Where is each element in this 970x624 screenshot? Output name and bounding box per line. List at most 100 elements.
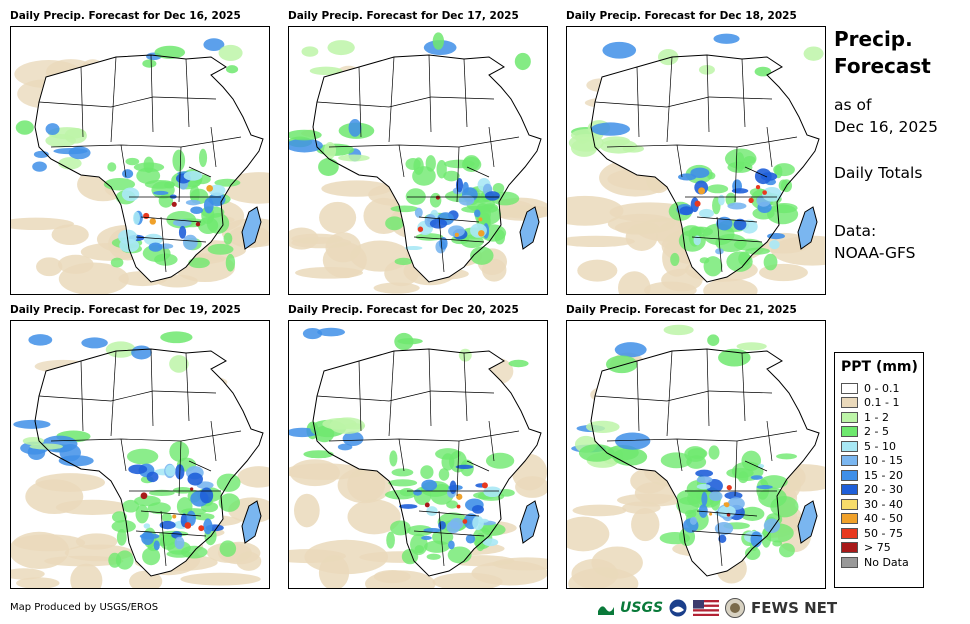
country-border bbox=[741, 352, 746, 422]
country-border bbox=[150, 54, 154, 133]
rain-patch bbox=[329, 417, 366, 434]
heavy-rain-patch bbox=[426, 506, 438, 516]
rain-patch bbox=[108, 552, 122, 568]
heavy-rain-patch bbox=[455, 464, 474, 469]
rain-patch bbox=[698, 64, 715, 75]
legend-item: 20 - 30 bbox=[841, 483, 923, 498]
precip-map bbox=[288, 320, 548, 589]
rain-patch bbox=[301, 46, 319, 57]
rain-patch bbox=[198, 148, 208, 168]
rain-patch bbox=[622, 144, 645, 153]
heavy-rain-patch bbox=[679, 206, 694, 216]
country-border bbox=[120, 438, 127, 472]
heavy-rain-patch bbox=[186, 510, 196, 527]
continent-outline bbox=[590, 348, 820, 577]
rain-patch bbox=[161, 512, 173, 522]
rain-patch bbox=[605, 355, 638, 374]
rain-patch bbox=[192, 513, 215, 521]
light-precip-patch bbox=[644, 281, 697, 294]
legend-item: 1 - 2 bbox=[841, 410, 923, 425]
logos: USGS FEWS NET bbox=[598, 598, 837, 618]
light-precip-patch bbox=[318, 554, 350, 588]
country-border bbox=[716, 510, 723, 567]
sidebar-info: Precip. Forecast as of Dec 16, 2025 Dail… bbox=[834, 26, 964, 264]
country-border bbox=[110, 390, 154, 402]
light-precip-patch bbox=[11, 568, 45, 580]
rain-patch bbox=[420, 465, 434, 479]
country-border bbox=[50, 430, 242, 442]
country-border bbox=[466, 166, 490, 178]
rain-patch bbox=[386, 531, 395, 549]
country-border bbox=[316, 395, 390, 402]
country-border bbox=[152, 96, 217, 100]
country-border bbox=[463, 352, 468, 422]
forecast-panel-5: Daily Precip. Forecast for Dec 20, 2025 bbox=[288, 304, 548, 589]
light-precip-patch bbox=[373, 282, 420, 294]
heavy-rain-patch bbox=[429, 218, 448, 229]
rain-patch bbox=[740, 506, 765, 521]
country-border bbox=[606, 136, 798, 148]
rain-patch bbox=[181, 508, 207, 515]
rain-patch bbox=[670, 252, 680, 266]
rain-patch bbox=[663, 324, 694, 336]
country-border bbox=[466, 460, 490, 472]
rain-patch bbox=[614, 342, 647, 358]
legend-label: 0 - 0.1 bbox=[864, 381, 900, 395]
light-precip-patch bbox=[572, 504, 627, 517]
rain-patch bbox=[32, 161, 47, 172]
madagascar-outline bbox=[241, 500, 262, 544]
light-precip-patch bbox=[13, 534, 86, 552]
extreme-rain-spot bbox=[462, 519, 468, 524]
country-border bbox=[160, 510, 167, 567]
rain-patch bbox=[458, 348, 472, 362]
data-source: NOAA-GFS bbox=[834, 244, 916, 262]
country-border bbox=[463, 58, 468, 128]
rain-patch bbox=[432, 32, 445, 50]
rain-patch bbox=[394, 257, 413, 266]
light-precip-patch bbox=[622, 501, 661, 514]
extreme-rain-spot bbox=[698, 187, 706, 195]
country-border bbox=[418, 216, 480, 223]
rain-patch bbox=[481, 212, 491, 227]
rain-patch bbox=[738, 251, 751, 266]
panel-title: Daily Precip. Forecast for Dec 17, 2025 bbox=[288, 10, 519, 22]
country-border bbox=[696, 510, 758, 517]
heavy-rain-patch bbox=[762, 186, 782, 202]
rain-patch bbox=[206, 212, 230, 234]
country-border bbox=[606, 430, 798, 442]
country-border bbox=[666, 390, 710, 402]
rain-patch bbox=[122, 499, 140, 513]
continent-outline bbox=[34, 348, 264, 577]
country-border bbox=[636, 66, 640, 138]
totals-label: Daily Totals bbox=[834, 164, 923, 182]
heavy-rain-patch bbox=[438, 521, 446, 530]
rain-patch bbox=[324, 142, 337, 159]
country-border bbox=[676, 438, 683, 472]
rain-patch bbox=[470, 246, 494, 265]
heavy-rain-patch bbox=[148, 242, 163, 252]
country-border bbox=[706, 348, 710, 427]
legend-label: 0.1 - 1 bbox=[864, 396, 900, 410]
rain-patch bbox=[754, 66, 772, 77]
rain-patch bbox=[180, 545, 208, 559]
country-border bbox=[413, 236, 485, 243]
legend-item: 40 - 50 bbox=[841, 512, 923, 527]
extreme-rain-spot bbox=[189, 487, 194, 491]
rain-patch bbox=[225, 253, 236, 272]
rain-patch bbox=[148, 489, 175, 497]
legend-swatch bbox=[841, 513, 858, 525]
legend-item: 10 - 15 bbox=[841, 454, 923, 469]
rain-patch bbox=[385, 216, 404, 231]
country-border bbox=[708, 390, 773, 394]
rain-patch bbox=[13, 419, 51, 429]
legend-label: 30 - 40 bbox=[864, 497, 903, 511]
light-precip-patch bbox=[51, 224, 89, 245]
rain-patch bbox=[770, 495, 799, 518]
heavy-rain-patch bbox=[423, 528, 442, 533]
rain-patch bbox=[219, 540, 237, 557]
rain-patch bbox=[147, 502, 171, 515]
country-border bbox=[210, 126, 217, 168]
fews-net-logo-text: FEWS NET bbox=[751, 599, 838, 617]
heavy-rain-patch bbox=[693, 235, 701, 246]
